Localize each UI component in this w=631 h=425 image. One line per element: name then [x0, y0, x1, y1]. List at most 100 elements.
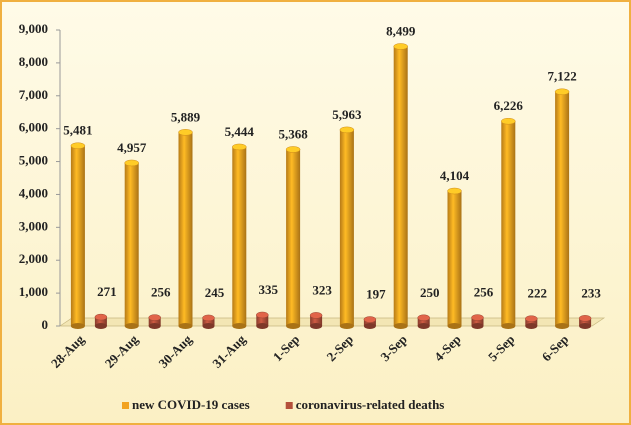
bar-top — [339, 126, 355, 134]
bar — [363, 316, 377, 329]
bar-body — [471, 317, 484, 326]
bar-top — [525, 315, 538, 322]
bar-base — [94, 323, 107, 329]
bar-top — [578, 315, 592, 322]
y-tick-label: 7,000 — [19, 87, 48, 102]
value-label: 256 — [151, 285, 171, 300]
value-label: 4,957 — [117, 140, 147, 155]
y-tick-label: 2,000 — [19, 251, 48, 266]
bar — [447, 187, 462, 329]
bar — [256, 311, 269, 329]
bar-base — [256, 323, 269, 329]
bar-body — [232, 146, 247, 326]
bar-body — [501, 121, 516, 326]
bar — [94, 313, 108, 329]
value-label: 7,122 — [547, 69, 576, 84]
legend-swatch — [122, 402, 129, 409]
bar-base — [579, 323, 592, 329]
bar — [578, 315, 592, 329]
bar — [309, 312, 323, 329]
bar-body — [417, 317, 430, 326]
bar-body — [148, 317, 161, 326]
bar-base — [148, 323, 161, 329]
y-tick-label: 8,000 — [19, 54, 48, 69]
bar-base — [178, 323, 193, 329]
bar-base — [525, 323, 538, 329]
bar-body — [94, 317, 107, 326]
y-tick-label: 0 — [42, 317, 49, 332]
bar-top — [148, 314, 161, 321]
bar-body — [393, 46, 408, 327]
bar-base — [339, 323, 354, 329]
bar-body — [339, 129, 354, 326]
legend-swatch — [285, 402, 293, 409]
bar-base — [447, 323, 462, 329]
bar-top — [471, 314, 484, 321]
bar — [285, 146, 301, 329]
bar — [202, 314, 215, 329]
bar-top — [202, 314, 215, 322]
bar-body — [310, 315, 323, 326]
value-label: 5,481 — [63, 123, 92, 138]
bar-base — [555, 323, 570, 329]
floor — [58, 317, 606, 327]
bar-top — [417, 314, 430, 322]
value-label: 233 — [581, 285, 601, 300]
bar-body — [525, 318, 538, 326]
bar-base — [124, 323, 139, 329]
value-label: 8,499 — [386, 23, 416, 38]
y-tick-label: 9,000 — [19, 21, 48, 36]
legend-label: new COVID-19 cases — [132, 397, 250, 412]
bar-body — [70, 145, 85, 326]
bar-top — [309, 312, 323, 319]
value-label: 222 — [528, 286, 548, 301]
bar-body — [579, 318, 592, 326]
bar — [501, 117, 516, 329]
bar-top — [178, 129, 193, 136]
bar-body — [124, 162, 139, 326]
bar — [554, 88, 570, 329]
value-label: 250 — [420, 285, 440, 300]
bar-base — [286, 323, 301, 329]
bar-base — [232, 323, 247, 329]
y-tick-label: 4,000 — [19, 185, 48, 200]
bar-top — [94, 313, 108, 321]
bar-body — [202, 317, 215, 326]
bar — [417, 314, 430, 329]
bar-top — [232, 143, 247, 151]
value-label: 4,104 — [440, 168, 470, 183]
value-label: 5,368 — [278, 126, 308, 141]
bar-base — [393, 323, 408, 329]
bar — [393, 43, 408, 329]
bar-base — [310, 323, 323, 329]
value-label: 5,444 — [225, 124, 255, 139]
bar — [124, 159, 139, 329]
bar-top — [393, 43, 408, 50]
y-tick-label: 5,000 — [19, 153, 48, 168]
bar-body — [447, 191, 462, 326]
bar-top — [70, 142, 86, 149]
value-label: 245 — [205, 285, 225, 300]
bar-base — [501, 323, 516, 329]
bar — [148, 314, 161, 329]
bar-top — [501, 117, 516, 125]
value-label: 5,889 — [171, 109, 201, 124]
bar-base — [202, 323, 215, 329]
value-label: 335 — [259, 282, 279, 297]
bar-base — [471, 323, 484, 329]
bar-top — [363, 316, 377, 323]
bar-base — [70, 323, 85, 329]
bar — [471, 314, 484, 329]
bar-body — [256, 314, 269, 326]
bar — [232, 143, 247, 329]
y-tick-label: 6,000 — [19, 120, 48, 135]
legend-label: coronavirus-related deaths — [296, 397, 445, 412]
bar — [178, 129, 193, 329]
value-label: 271 — [97, 284, 117, 299]
bar-top — [124, 159, 139, 167]
bar — [70, 142, 86, 329]
bar-top — [285, 146, 301, 153]
bar-body — [555, 91, 570, 326]
value-label: 6,226 — [494, 98, 524, 113]
